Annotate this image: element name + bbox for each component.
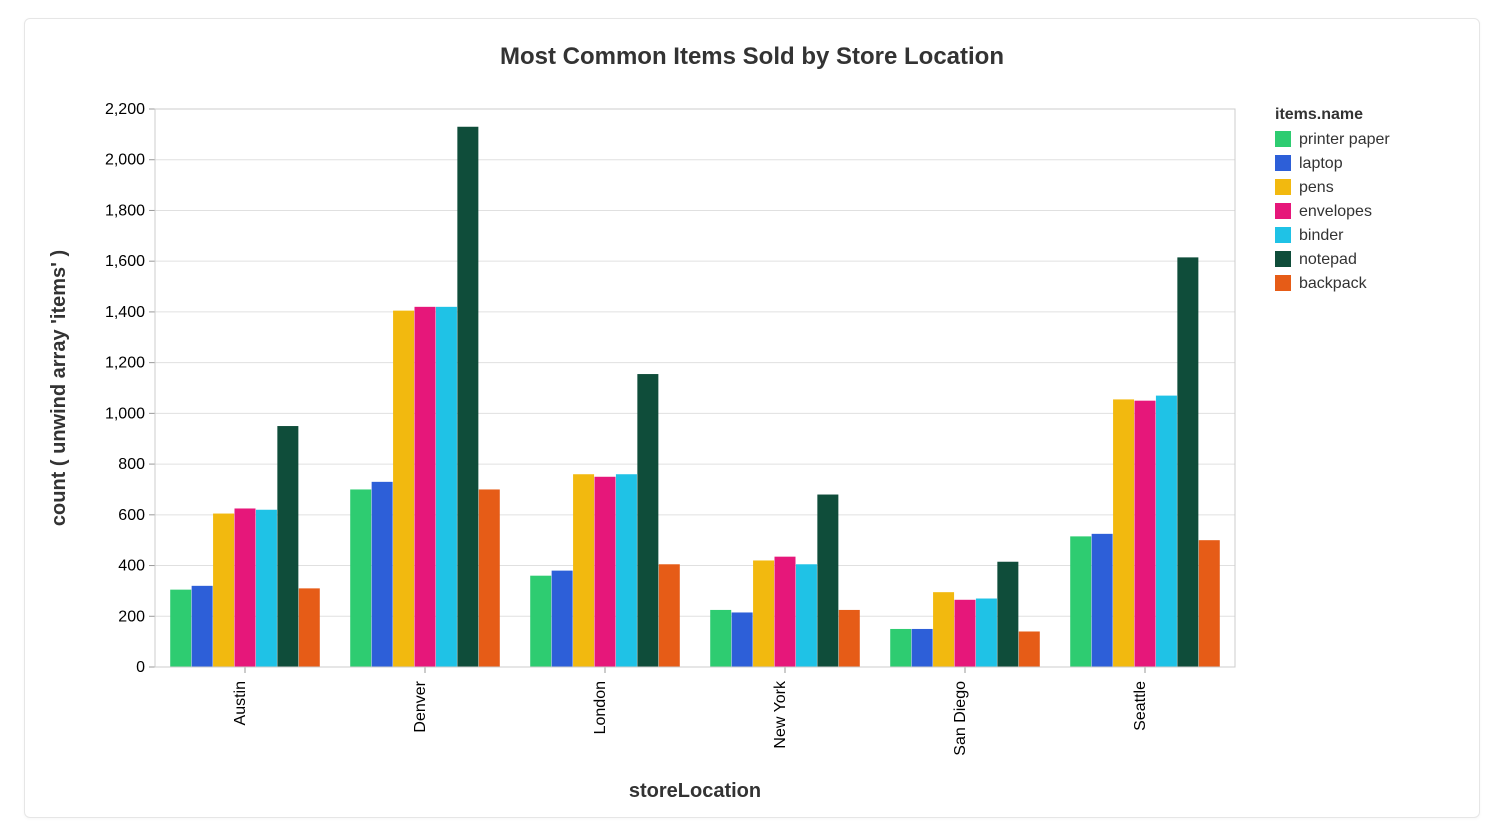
legend-label: envelopes <box>1299 203 1372 220</box>
bar <box>753 560 774 667</box>
bar <box>997 562 1018 667</box>
legend-title: items.name <box>1275 106 1363 123</box>
y-tick-label: 800 <box>118 456 145 473</box>
chart-svg: 0 200 400 600 800 1,000 1,200 1,400 1,600 1,800 2,… <box>25 89 1481 809</box>
legend-label: backpack <box>1299 275 1368 292</box>
legend-swatch <box>1275 227 1291 243</box>
y-tick-label: 600 <box>118 507 145 524</box>
x-tick-label: Seattle <box>1132 681 1149 731</box>
legend: items.name printer paper laptop pens envelop… <box>1275 106 1390 292</box>
y-tick-label: 1,600 <box>105 253 145 270</box>
chart-title: Most Common Items Sold by Store Location <box>25 19 1479 71</box>
x-axis-title: storeLocation <box>629 780 761 802</box>
chart-area: 0 200 400 600 800 1,000 1,200 1,400 1,600 1,800 2,… <box>25 89 1479 809</box>
x-tick-label: Austin <box>232 681 249 725</box>
y-tick-label: 1,400 <box>105 304 145 321</box>
y-tick-label: 400 <box>118 558 145 575</box>
bar <box>933 592 954 667</box>
bar <box>530 576 551 667</box>
x-tick-label: New York <box>772 680 789 749</box>
legend-label: printer paper <box>1299 131 1390 148</box>
y-tick-label: 1,800 <box>105 202 145 219</box>
x-tick-label: London <box>592 681 609 734</box>
bar <box>1070 536 1091 667</box>
bar <box>235 508 256 667</box>
y-tick-label: 0 <box>136 659 145 676</box>
bar <box>1156 396 1177 667</box>
y-tick-label: 1,000 <box>105 405 145 422</box>
bar <box>372 482 393 667</box>
y-tick-label: 2,200 <box>105 101 145 118</box>
y-tick-label: 1,200 <box>105 355 145 372</box>
bar <box>659 564 680 667</box>
bar <box>299 588 320 667</box>
bar <box>775 557 796 667</box>
legend-label: laptop <box>1299 155 1343 172</box>
legend-swatch <box>1275 155 1291 171</box>
bar <box>256 510 277 667</box>
bar <box>277 426 298 667</box>
y-tick-label: 200 <box>118 608 145 625</box>
legend-label: pens <box>1299 179 1334 196</box>
bar <box>796 564 817 667</box>
bar <box>912 629 933 667</box>
legend-swatch <box>1275 179 1291 195</box>
legend-swatch <box>1275 131 1291 147</box>
y-tick-label: 2,000 <box>105 152 145 169</box>
bar <box>415 307 436 667</box>
bar <box>732 612 753 667</box>
x-tick-label: Denver <box>412 680 429 732</box>
bar <box>213 514 234 667</box>
bar <box>350 489 371 667</box>
bar <box>479 489 500 667</box>
bar <box>839 610 860 667</box>
legend-swatch <box>1275 251 1291 267</box>
bar <box>616 474 637 667</box>
x-tick-label: San Diego <box>952 681 969 756</box>
bar <box>955 600 976 667</box>
bar <box>1199 540 1220 667</box>
bar <box>817 495 838 667</box>
bar <box>976 599 997 667</box>
bar <box>890 629 911 667</box>
chart-card: Most Common Items Sold by Store Location… <box>24 18 1480 818</box>
bar <box>1019 631 1040 667</box>
bar <box>637 374 658 667</box>
legend-label: binder <box>1299 227 1344 244</box>
bar <box>457 127 478 667</box>
bar <box>1113 399 1134 667</box>
bar <box>1177 257 1198 667</box>
y-axis-title: count ( unwind array 'items' ) <box>48 250 70 526</box>
bar <box>552 571 573 667</box>
bar <box>573 474 594 667</box>
legend-swatch <box>1275 275 1291 291</box>
legend-swatch <box>1275 203 1291 219</box>
bar <box>1135 401 1156 667</box>
legend-label: notepad <box>1299 251 1357 268</box>
bar <box>436 307 457 667</box>
bar <box>1092 534 1113 667</box>
bar <box>192 586 213 667</box>
bar <box>170 590 191 667</box>
bar <box>595 477 616 667</box>
bar <box>393 311 414 667</box>
bar <box>710 610 731 667</box>
